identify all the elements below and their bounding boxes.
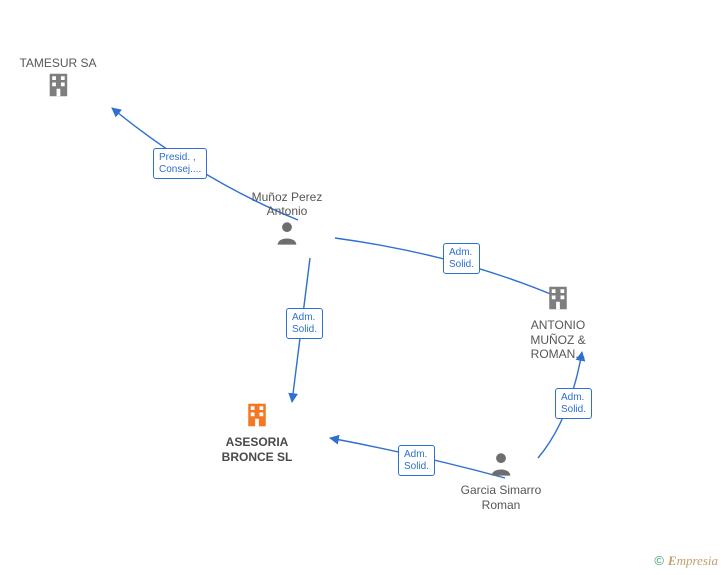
watermark: ©Empresia: [654, 553, 718, 569]
node-label: TAMESUR SA: [19, 56, 96, 70]
person-icon: [456, 450, 546, 481]
diagram-canvas: TAMESUR SA Muñoz Perez Antonio ANTONIO M…: [0, 0, 728, 575]
building-icon: [19, 70, 96, 103]
node-person-garcia[interactable]: Garcia Simarro Roman: [456, 450, 546, 512]
node-company-asesoria[interactable]: ASESORIA BRONCE SL: [212, 400, 302, 464]
node-company-antonio[interactable]: ANTONIO MUÑOZ & ROMAN...: [513, 283, 603, 362]
edge-label-e4: Adm. Solid.: [555, 388, 592, 419]
edge-label-e2: Adm. Solid.: [443, 243, 480, 274]
person-icon: [242, 219, 332, 250]
node-label: ASESORIA BRONCE SL: [212, 435, 302, 464]
copyright-icon: ©: [654, 553, 664, 568]
node-person-munoz[interactable]: Muñoz Perez Antonio: [242, 190, 332, 252]
building-icon: [212, 400, 302, 433]
node-label: Muñoz Perez Antonio: [242, 190, 332, 219]
edge-label-e5: Adm. Solid.: [398, 445, 435, 476]
building-icon: [513, 283, 603, 316]
node-company-tamesur[interactable]: TAMESUR SA: [19, 56, 96, 106]
edge-label-e1: Presid. , Consej....: [153, 148, 207, 179]
node-label: Garcia Simarro Roman: [456, 483, 546, 512]
edges-layer: [0, 0, 728, 575]
node-label: ANTONIO MUÑOZ & ROMAN...: [513, 318, 603, 361]
edge-label-e3: Adm. Solid.: [286, 308, 323, 339]
